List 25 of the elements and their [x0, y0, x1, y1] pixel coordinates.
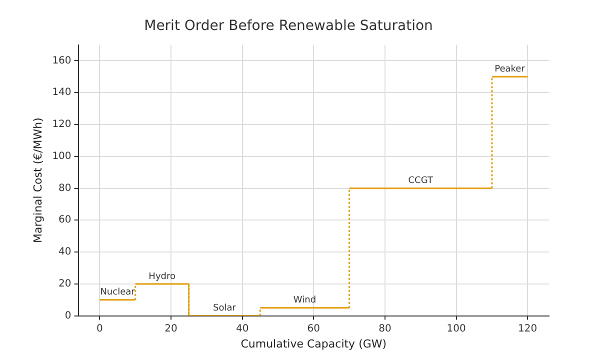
annotation: CCGT [408, 176, 434, 186]
x-tick-label: 60 [307, 323, 320, 334]
x-tick-label: 20 [164, 323, 178, 334]
x-tick-label: 100 [446, 323, 466, 334]
y-tick-label: 20 [58, 278, 72, 290]
y-tick-label: 140 [52, 87, 72, 98]
x-tick-label: 120 [518, 323, 538, 334]
y-tick-label: 160 [52, 55, 72, 66]
annotation: Wind [293, 296, 316, 306]
y-tick-label: 120 [52, 119, 72, 130]
annotation: Peaker [494, 64, 526, 75]
annotation: Solar [213, 304, 236, 314]
y-axis-title: Marginal Cost (€/MWh) [31, 118, 44, 244]
x-tick-label: 80 [378, 323, 392, 334]
y-tick-label: 0 [64, 310, 72, 322]
y-tick-label: 100 [52, 150, 72, 162]
annotation: Hydro [148, 272, 176, 282]
x-axis-title: Cumulative Capacity (GW) [240, 337, 387, 350]
annotation: Nuclear [100, 288, 136, 298]
x-tick-label: 40 [236, 323, 249, 334]
y-tick-label: 40 [58, 246, 72, 258]
y-tick-label: 60 [58, 214, 72, 226]
x-tick-label: 0 [96, 323, 103, 334]
y-tick-label: 80 [58, 182, 72, 194]
chart-title: Merit Order Before Renewable Saturation [144, 18, 433, 34]
